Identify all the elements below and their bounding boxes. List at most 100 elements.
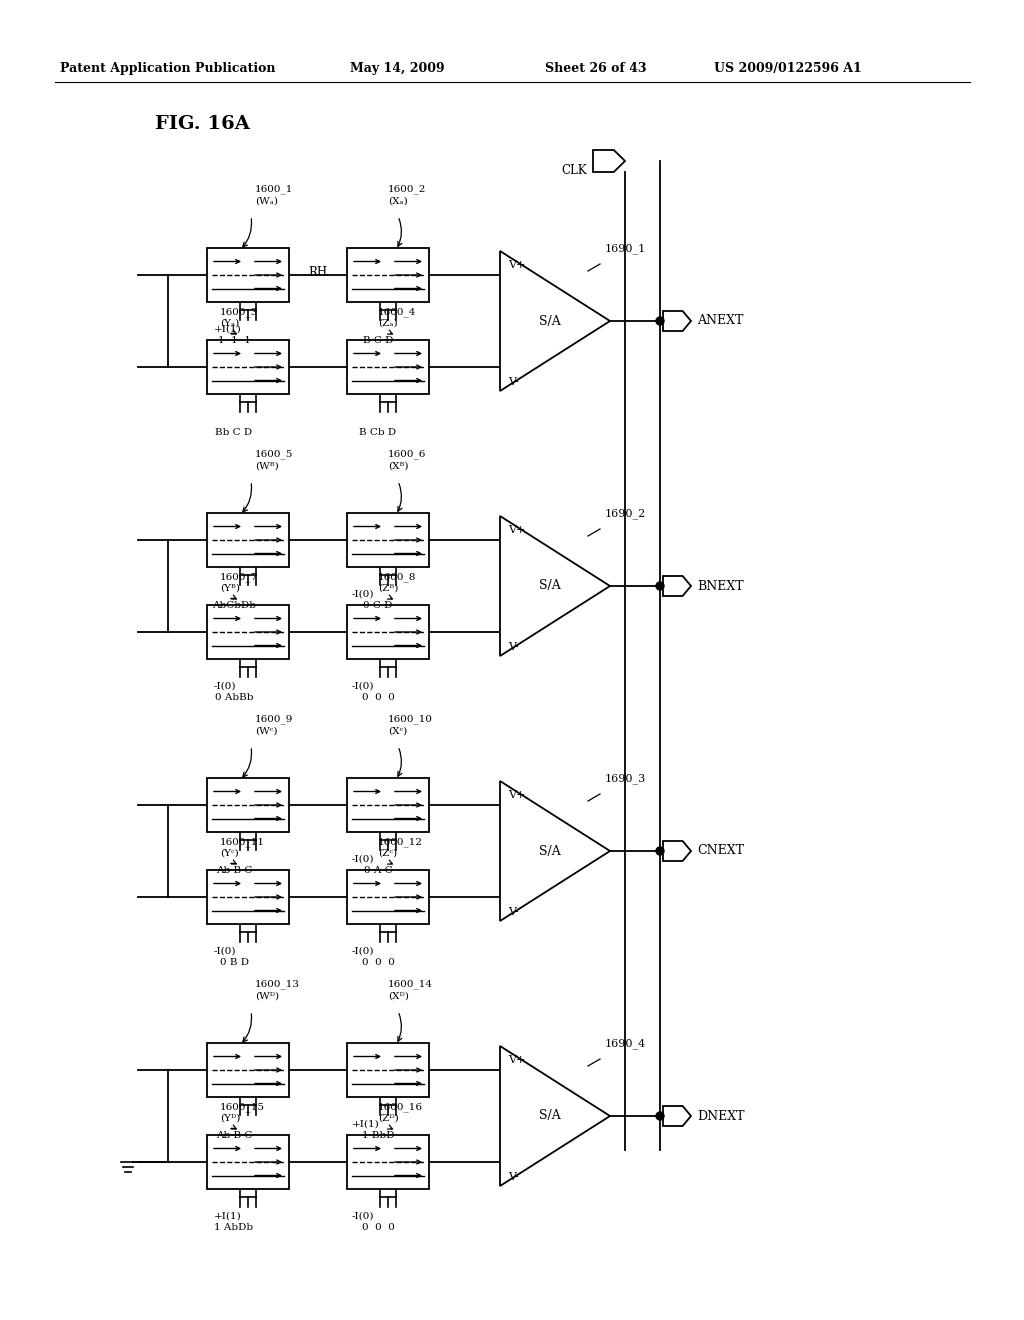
Text: Ab B C: Ab B C bbox=[216, 866, 252, 875]
Text: (Zᴰ): (Zᴰ) bbox=[378, 1114, 398, 1123]
Text: V+: V+ bbox=[508, 525, 525, 535]
Text: 1600_9: 1600_9 bbox=[255, 714, 293, 723]
Text: May 14, 2009: May 14, 2009 bbox=[350, 62, 444, 75]
Text: Patent Application Publication: Patent Application Publication bbox=[60, 62, 275, 75]
Text: (Yᴮ): (Yᴮ) bbox=[220, 583, 240, 593]
Text: (Wᴮ): (Wᴮ) bbox=[255, 462, 279, 471]
Bar bbox=[207, 1135, 289, 1189]
Polygon shape bbox=[663, 576, 691, 597]
Text: 1600_6: 1600_6 bbox=[388, 449, 426, 459]
Bar bbox=[207, 248, 289, 302]
Text: 1600_10: 1600_10 bbox=[388, 714, 433, 723]
Text: +I(1): +I(1) bbox=[214, 1212, 242, 1221]
Text: (Zᶜ): (Zᶜ) bbox=[378, 849, 397, 858]
Text: 1600_7: 1600_7 bbox=[220, 573, 258, 582]
Text: 1600_5: 1600_5 bbox=[255, 449, 293, 459]
Polygon shape bbox=[663, 1106, 691, 1126]
Polygon shape bbox=[663, 312, 691, 331]
Bar bbox=[207, 870, 289, 924]
Text: CLK: CLK bbox=[561, 165, 587, 177]
Text: -I(0): -I(0) bbox=[352, 946, 375, 956]
Bar bbox=[347, 605, 429, 659]
Text: (Wᴰ): (Wᴰ) bbox=[255, 993, 280, 1001]
Text: 1600_2: 1600_2 bbox=[388, 185, 426, 194]
Polygon shape bbox=[593, 150, 625, 172]
Text: (Wₐ): (Wₐ) bbox=[255, 197, 278, 206]
Text: AbCbDb: AbCbDb bbox=[212, 601, 256, 610]
Bar bbox=[347, 777, 429, 832]
Text: (Yᶜ): (Yᶜ) bbox=[220, 849, 239, 858]
Text: -I(0): -I(0) bbox=[214, 946, 237, 956]
Text: 1600_1: 1600_1 bbox=[255, 185, 293, 194]
Text: US 2009/0122596 A1: US 2009/0122596 A1 bbox=[714, 62, 862, 75]
Bar bbox=[347, 870, 429, 924]
Text: V+: V+ bbox=[508, 260, 525, 271]
Text: 0  0  0: 0 0 0 bbox=[361, 958, 394, 968]
Text: S/A: S/A bbox=[539, 314, 561, 327]
Circle shape bbox=[656, 1111, 664, 1119]
Text: 0 AbBb: 0 AbBb bbox=[215, 693, 253, 702]
Text: Ab B C: Ab B C bbox=[216, 1131, 252, 1140]
Text: (Xᴰ): (Xᴰ) bbox=[388, 993, 409, 1001]
Text: 1600_12: 1600_12 bbox=[378, 837, 423, 847]
Text: V+: V+ bbox=[508, 1055, 525, 1065]
Text: -I(0): -I(0) bbox=[352, 1212, 375, 1221]
Text: V+: V+ bbox=[508, 789, 525, 800]
Text: BNEXT: BNEXT bbox=[697, 579, 743, 593]
Text: (Xₐ): (Xₐ) bbox=[388, 197, 408, 206]
Text: -I(0): -I(0) bbox=[214, 682, 237, 690]
Bar bbox=[207, 605, 289, 659]
Polygon shape bbox=[500, 781, 610, 921]
Bar bbox=[207, 777, 289, 832]
Text: S/A: S/A bbox=[539, 579, 561, 593]
Text: 1690_3: 1690_3 bbox=[605, 774, 646, 784]
Text: 1 BbD: 1 BbD bbox=[361, 1131, 394, 1140]
Text: 1600_14: 1600_14 bbox=[388, 979, 433, 989]
Bar bbox=[207, 341, 289, 393]
Text: V-: V- bbox=[508, 378, 519, 387]
Text: 1690_1: 1690_1 bbox=[605, 243, 646, 253]
Text: (Zᴮ): (Zᴮ) bbox=[378, 583, 398, 593]
Text: Bb C D: Bb C D bbox=[215, 428, 253, 437]
Text: B C D: B C D bbox=[362, 337, 393, 345]
Text: +I(1): +I(1) bbox=[352, 1119, 380, 1129]
Text: 1 AbDb: 1 AbDb bbox=[214, 1224, 254, 1232]
Bar bbox=[347, 513, 429, 568]
Text: -I(0): -I(0) bbox=[352, 855, 375, 865]
Text: S/A: S/A bbox=[539, 1110, 561, 1122]
Text: 0  0  0: 0 0 0 bbox=[361, 1224, 394, 1232]
Text: 1600_15: 1600_15 bbox=[220, 1102, 265, 1111]
Text: (Xᶜ): (Xᶜ) bbox=[388, 727, 408, 737]
Text: 1600_11: 1600_11 bbox=[220, 837, 265, 847]
Text: B Cb D: B Cb D bbox=[359, 428, 396, 437]
Text: 1600_16: 1600_16 bbox=[378, 1102, 423, 1111]
Text: (Xᴮ): (Xᴮ) bbox=[388, 462, 409, 471]
Text: FIG. 16A: FIG. 16A bbox=[155, 115, 250, 133]
Text: 1600_3: 1600_3 bbox=[220, 308, 258, 317]
Bar bbox=[207, 1043, 289, 1097]
Text: 0 B D: 0 B D bbox=[219, 958, 249, 968]
Polygon shape bbox=[500, 251, 610, 391]
Circle shape bbox=[656, 582, 664, 590]
Bar bbox=[347, 1135, 429, 1189]
Text: (Yᴰ): (Yᴰ) bbox=[220, 1114, 241, 1123]
Text: V-: V- bbox=[508, 642, 519, 652]
Text: V-: V- bbox=[508, 1172, 519, 1181]
Text: -I(0): -I(0) bbox=[352, 682, 375, 690]
Text: +I(1): +I(1) bbox=[214, 325, 242, 334]
Bar bbox=[207, 513, 289, 568]
Text: 0 A C: 0 A C bbox=[364, 866, 392, 875]
Text: 1600_13: 1600_13 bbox=[255, 979, 300, 989]
Text: (Zₐ): (Zₐ) bbox=[378, 319, 397, 327]
Text: 0  0  0: 0 0 0 bbox=[361, 693, 394, 702]
Text: V-: V- bbox=[508, 907, 519, 917]
Text: 1690_2: 1690_2 bbox=[605, 508, 646, 519]
Circle shape bbox=[656, 317, 664, 325]
Text: -I(0): -I(0) bbox=[352, 590, 375, 599]
Text: ANEXT: ANEXT bbox=[697, 314, 743, 327]
Text: (Yₐ): (Yₐ) bbox=[220, 319, 240, 327]
Text: DNEXT: DNEXT bbox=[697, 1110, 744, 1122]
Text: 1600_4: 1600_4 bbox=[378, 308, 417, 317]
Text: 1690_4: 1690_4 bbox=[605, 1039, 646, 1049]
Text: (Wᶜ): (Wᶜ) bbox=[255, 727, 278, 737]
